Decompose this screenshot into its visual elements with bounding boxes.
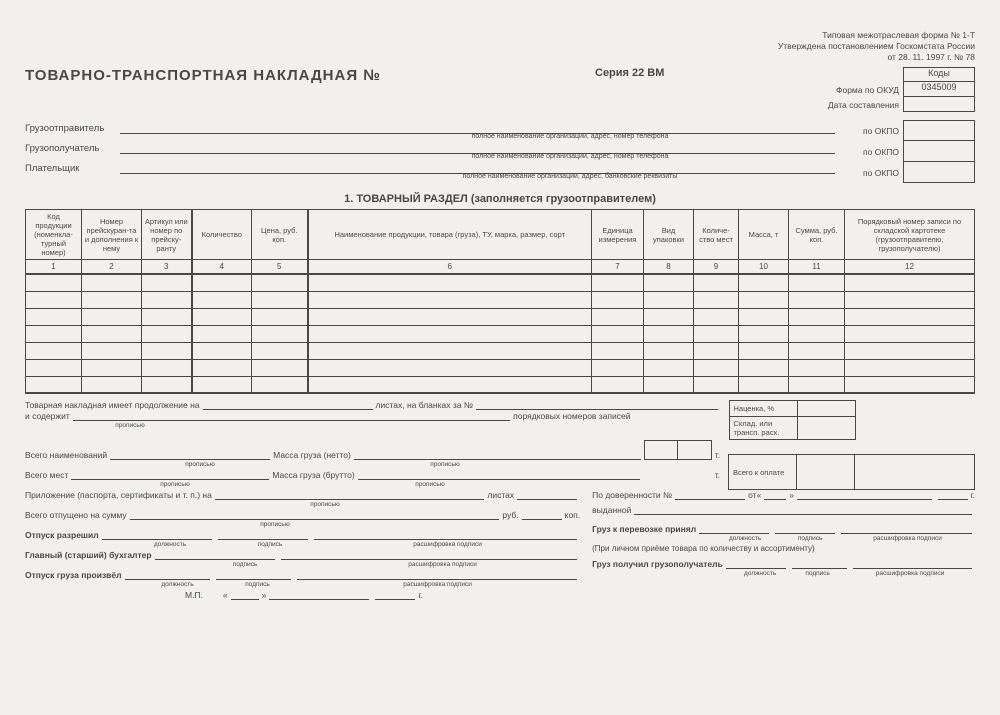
form-approval-header: Типовая межотраслевая форма № 1-Т Утверж… [25,30,975,63]
okud-label: Форма по ОКУД [765,84,903,99]
document-title: ТОВАРНО-ТРАНСПОРТНАЯ НАКЛАДНАЯ № [25,67,595,84]
sender-hint: полное наименование организации, адрес, … [25,133,835,140]
records-label: порядковых номеров записей [513,411,630,421]
markup-label: Наценка, % [729,401,797,417]
header-line2: Утверждена постановлением Госкомстата Ро… [778,41,975,52]
col-3: Артикул или номер по прейску-ранту [142,210,192,260]
sender-label: Грузоотправитель [25,123,120,134]
col-2: Номер прейскуран-та и дополнения к нему [82,210,142,260]
mass-gross-label: Масса груза (брутто) [272,470,354,480]
payer-label: Плательщик [25,163,120,174]
total-sum-label: Всего отпущено на сумму [25,510,127,520]
series-label: Серия 22 ВМ [595,67,765,79]
issued-label: выданной [592,505,631,515]
total-names-label: Всего наименований [25,450,107,460]
col-4: Количество [192,210,252,260]
proxy-label: По доверенности № [592,490,672,500]
summary-table: Наценка, % Склад. или трансп. расх. [729,400,976,440]
receiver-label: Грузополучатель [25,143,120,154]
okpo3-value[interactable] [903,162,975,183]
col-10: Масса, т [739,210,789,260]
contains-label: и содержит [25,411,70,421]
release-made: Отпуск груза произвёл [25,570,122,580]
attachment-label: Приложение (паспорта, сертификаты и т. п… [25,490,212,500]
table-cell[interactable] [26,274,82,291]
col-6: Наименование продукции, товара (груза), … [308,210,592,260]
date-label: Дата составления [765,99,903,114]
mass-net-label: Масса груза (нетто) [273,450,351,460]
header-line1: Типовая межотраслевая форма № 1-Т [778,30,975,41]
col-5: Цена, руб. коп. [252,210,308,260]
col-1: Код продукции (номенкла-турный номер) [26,210,82,260]
total-pay-label: Всего к оплате [729,455,797,490]
personal-receipt: (При личном приёме товара по количеству … [592,544,975,553]
total-places-label: Всего мест [25,470,68,480]
warehouse-label: Склад. или трансп. расх. [729,417,797,440]
receiver-hint: полное наименование организации, адрес, … [25,153,835,160]
okpo2-value[interactable] [903,141,975,162]
codes-block: Форма по ОКУД Дата составления Коды 0345… [765,67,975,114]
continuation-label: Товарная накладная имеет продолжение на [25,400,200,410]
date-value[interactable] [903,97,975,112]
okpo2-label: по ОКПО [835,141,903,162]
okpo1-label: по ОКПО [835,120,903,141]
col-12: Порядковый номер записи по складской кар… [845,210,975,260]
sheets-label: листах, на бланках за № [376,400,473,410]
chief-accountant: Главный (старший) бухгалтер [25,550,152,560]
col-8: Вид упаковки [644,210,694,260]
net-box[interactable] [644,440,712,460]
goods-table: Код продукции (номенкла-турный номер) Но… [25,209,975,394]
header-line3: от 28. 11. 1997 г. № 78 [778,52,975,63]
stamp-label: М.П. [185,590,203,600]
col-7: Единица измерения [592,210,644,260]
okud-value: 0345009 [903,82,975,97]
col-9: Количе-ство мест [694,210,739,260]
col-11: Сумма, руб. коп. [789,210,845,260]
release-allowed: Отпуск разрешил [25,530,99,540]
section1-title: 1. ТОВАРНЫЙ РАЗДЕЛ (заполняется грузоотп… [25,193,975,205]
cargo-accepted: Груз к перевозке принял [592,524,696,534]
codes-header: Коды [903,67,975,82]
cargo-received: Груз получил грузополучатель [592,559,723,569]
okpo1-value[interactable] [903,120,975,141]
okpo3-label: по ОКПО [835,162,903,183]
payer-hint: полное наименование организации, адрес, … [25,173,835,180]
